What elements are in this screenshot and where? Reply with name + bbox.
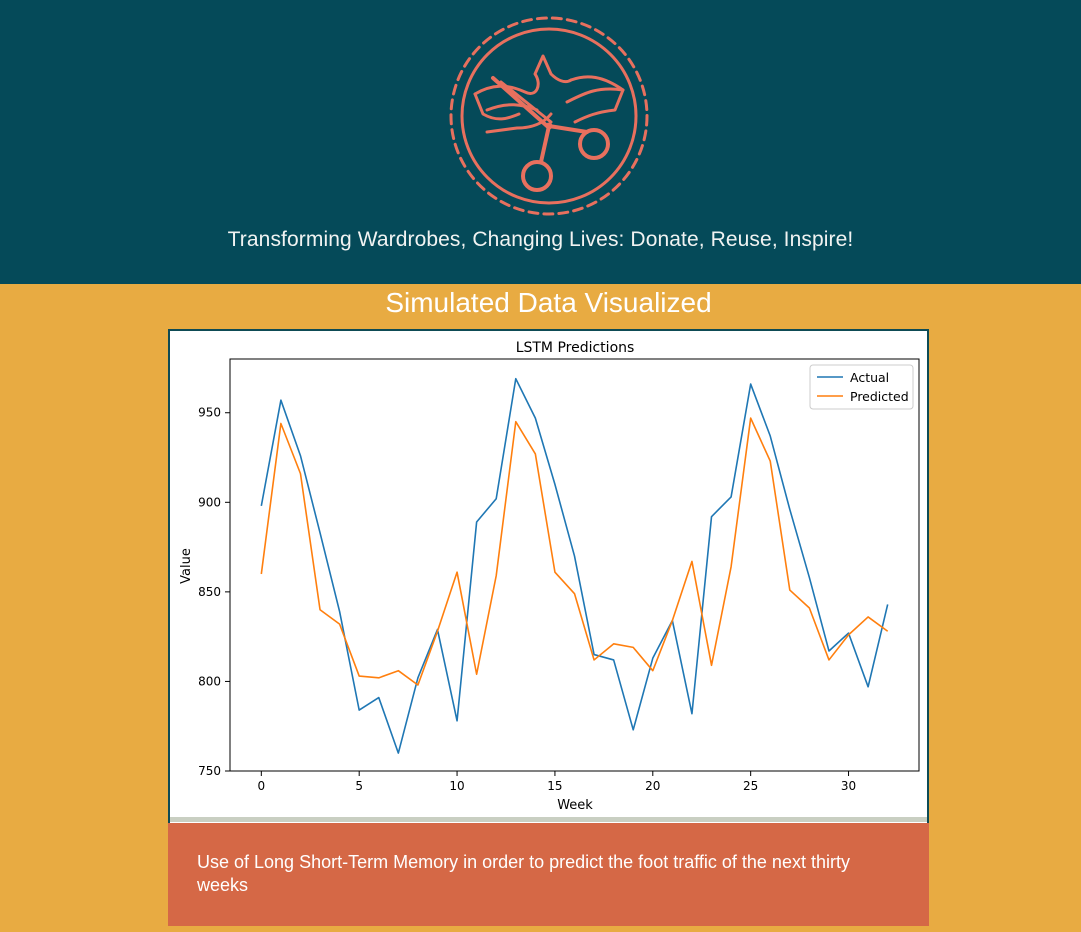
x-tick-label: 15	[547, 779, 562, 793]
chart-card: LSTM Predictions Week Value 0 5 10 15 20 25 30…	[168, 329, 929, 825]
x-tick-label: 30	[841, 779, 856, 793]
caption-box: Use of Long Short-Term Memory in order t…	[168, 823, 929, 926]
scissors-cutting-ribbon-icon	[449, 16, 649, 216]
x-tick-label: 10	[449, 779, 464, 793]
lstm-predictions-chart: LSTM Predictions Week Value 0 5 10 15 20 25 30…	[179, 340, 920, 813]
plot-frame	[229, 358, 920, 772]
y-axis-label: Value	[179, 548, 194, 584]
y-tick-label: 850	[198, 585, 221, 599]
x-tick-label: 20	[645, 779, 660, 793]
series-line-actual	[260, 377, 889, 754]
series-line-predicted	[260, 417, 889, 686]
legend-label-predicted: Predicted	[850, 389, 909, 404]
y-tick-label: 900	[198, 495, 221, 509]
section-title: Simulated Data Visualized	[385, 287, 712, 318]
y-tick-label: 800	[198, 674, 221, 688]
x-tick-label: 5	[355, 779, 363, 793]
y-tick-label: 950	[198, 406, 221, 420]
caption: Use of Long Short-Term Memory in order t…	[197, 852, 850, 895]
card-separator	[170, 817, 927, 822]
tagline: Transforming Wardrobes, Changing Lives: …	[227, 228, 854, 251]
legend: Actual Predicted	[809, 364, 914, 410]
x-tick-label: 25	[743, 779, 758, 793]
x-axis-label: Week	[557, 798, 593, 813]
legend-label-actual: Actual	[850, 370, 889, 385]
chart-title: LSTM Predictions	[516, 340, 635, 356]
y-tick-label: 750	[198, 764, 221, 778]
header: Transforming Wardrobes, Changing Lives: …	[0, 0, 1081, 284]
legend-box	[809, 364, 914, 410]
x-tick-label: 0	[257, 779, 265, 793]
